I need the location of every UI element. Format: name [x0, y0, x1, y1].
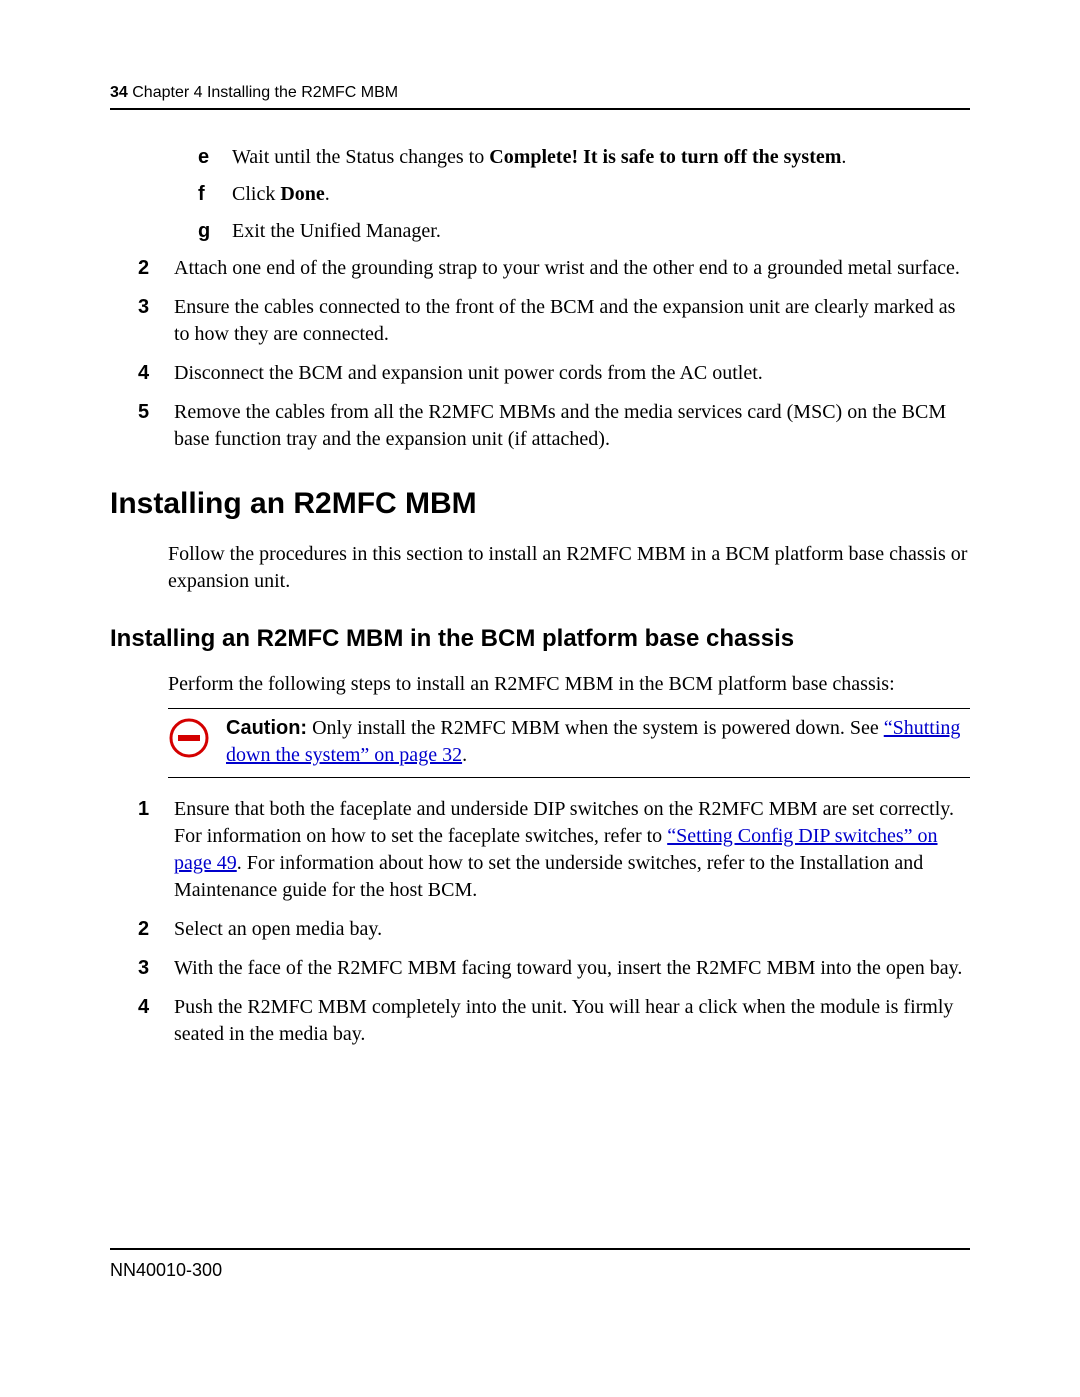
list-item: 3 Ensure the cables connected to the fro… [138, 294, 970, 348]
numbered-list-top: 2 Attach one end of the grounding strap … [138, 255, 970, 453]
section-intro: Follow the procedures in this section to… [168, 541, 970, 595]
step-text: With the face of the R2MFC MBM facing to… [174, 955, 962, 982]
step-marker: e [198, 144, 212, 171]
list-item: f Click Done. [198, 181, 970, 208]
caution-icon [168, 717, 210, 764]
step-text: Ensure the cables connected to the front… [174, 294, 970, 348]
step-marker: 5 [138, 399, 154, 453]
list-item: 2 Select an open media bay. [138, 916, 970, 943]
step-text: Wait until the Status changes to Complet… [232, 144, 846, 171]
list-item: 4 Push the R2MFC MBM completely into the… [138, 994, 970, 1048]
subsection-intro: Perform the following steps to install a… [168, 671, 970, 698]
caution-text: Caution: Only install the R2MFC MBM when… [226, 715, 970, 769]
page-number: 34 [110, 84, 128, 101]
step-marker: 2 [138, 255, 154, 282]
step-text: Push the R2MFC MBM completely into the u… [174, 994, 970, 1048]
step-marker: g [198, 218, 212, 245]
step-text: Select an open media bay. [174, 916, 382, 943]
step-marker: 2 [138, 916, 154, 943]
running-header: 34 Chapter 4 Installing the R2MFC MBM [110, 84, 970, 102]
step-text: Ensure that both the faceplate and under… [174, 796, 970, 904]
step-text: Exit the Unified Manager. [232, 218, 441, 245]
list-item: g Exit the Unified Manager. [198, 218, 970, 245]
section-heading: Installing an R2MFC MBM [110, 487, 970, 521]
step-marker: 1 [138, 796, 154, 904]
step-marker: 3 [138, 955, 154, 982]
step-text: Disconnect the BCM and expansion unit po… [174, 360, 763, 387]
step-marker: 4 [138, 360, 154, 387]
list-item: 3 With the face of the R2MFC MBM facing … [138, 955, 970, 982]
step-text: Click Done. [232, 181, 330, 208]
list-item: 4 Disconnect the BCM and expansion unit … [138, 360, 970, 387]
chapter-label: Chapter 4 Installing the R2MFC MBM [128, 84, 398, 101]
step-marker: f [198, 181, 212, 208]
list-item: 1 Ensure that both the faceplate and und… [138, 796, 970, 904]
caution-box: Caution: Only install the R2MFC MBM when… [168, 708, 970, 778]
header-rule [110, 108, 970, 110]
list-item: 2 Attach one end of the grounding strap … [138, 255, 970, 282]
list-item: e Wait until the Status changes to Compl… [198, 144, 970, 171]
step-marker: 3 [138, 294, 154, 348]
step-text: Attach one end of the grounding strap to… [174, 255, 960, 282]
subsection-heading: Installing an R2MFC MBM in the BCM platf… [110, 625, 970, 653]
sub-step-list: e Wait until the Status changes to Compl… [168, 144, 970, 245]
step-text: Remove the cables from all the R2MFC MBM… [174, 399, 970, 453]
footer-rule [110, 1248, 970, 1250]
footer-doc-number: NN40010-300 [110, 1260, 970, 1281]
step-marker: 4 [138, 994, 154, 1048]
numbered-list-bottom: 1 Ensure that both the faceplate and und… [138, 796, 970, 1048]
list-item: 5 Remove the cables from all the R2MFC M… [138, 399, 970, 453]
